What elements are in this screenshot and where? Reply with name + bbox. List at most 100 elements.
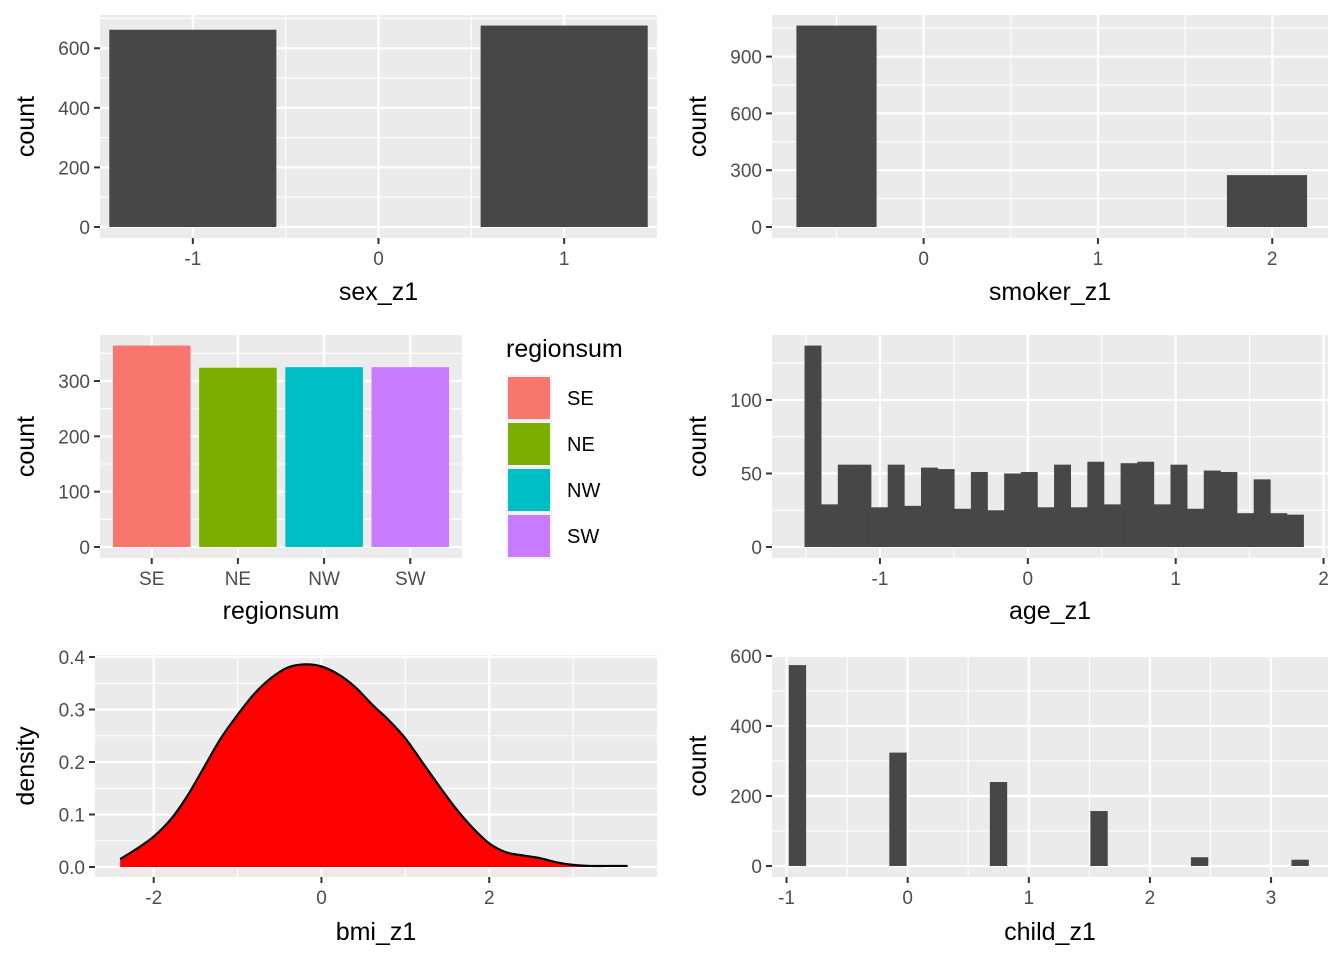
histogram-bar (1270, 513, 1288, 547)
histogram-bar (1170, 464, 1188, 547)
y-tick-label: 400 (58, 99, 90, 120)
y-tick-label: 100 (730, 391, 762, 412)
y-tick-label: 0.1 (59, 806, 85, 827)
x-tick-label: -2 (145, 888, 162, 909)
histogram-bar (887, 464, 905, 547)
y-tick-label: 100 (58, 483, 90, 504)
bar (109, 29, 277, 227)
histogram-bar (1054, 464, 1072, 547)
y-tick-label: 600 (58, 39, 90, 60)
x-tick-label: 0 (316, 888, 327, 909)
y-axis-title: count (684, 96, 712, 157)
histogram-bar (837, 464, 855, 547)
histogram-bar (1253, 479, 1271, 547)
y-tick-label: 0 (751, 538, 762, 559)
y-tick-label: 0.3 (59, 701, 85, 722)
y-axis-title: count (684, 735, 712, 796)
histogram-bar (1120, 463, 1138, 547)
panel-region: 0 100 200 300 SE NE NW SW regionsum count regionsu… (12, 335, 623, 625)
x-tick-label: NE (225, 569, 251, 590)
legend-key-nw (508, 469, 550, 511)
y-tick-label: 600 (730, 104, 762, 125)
histogram-bar (1237, 513, 1254, 547)
x-axis-title: sex_z1 (339, 278, 418, 306)
histogram-bar (937, 469, 955, 547)
panel-child: 0 200 400 600 -1 0 1 2 3 child_z1 count (684, 647, 1328, 946)
legend-label-se: SE (567, 388, 594, 410)
histogram-bar (821, 504, 839, 547)
y-tick-label: 300 (730, 161, 762, 182)
histogram-bar (1220, 472, 1238, 547)
y-tick-label: 0 (751, 857, 762, 878)
x-tick-label: NW (308, 569, 340, 590)
y-tick-label: 200 (730, 787, 762, 808)
histogram-bar (1037, 507, 1055, 547)
x-tick-label: SW (395, 569, 426, 590)
y-tick-label: 0.0 (59, 858, 85, 879)
legend-key-sw (508, 515, 550, 557)
histogram-bar (804, 345, 822, 547)
y-tick-label: 0 (79, 218, 90, 239)
density-curve (119, 663, 628, 868)
x-axis-title: bmi_z1 (336, 918, 417, 946)
x-tick-label: 3 (1266, 888, 1277, 909)
y-tick-label: 400 (730, 717, 762, 738)
y-tick-label: 0.4 (59, 648, 86, 669)
legend-key-se (508, 377, 550, 419)
bar-sw (371, 367, 450, 547)
legend-title: regionsum (506, 335, 623, 363)
histogram-bar (1203, 470, 1221, 547)
y-tick-label: 0 (79, 538, 90, 559)
y-tick-label: 50 (741, 464, 762, 485)
legend: regionsum SE NE NW SW (506, 335, 623, 559)
histogram-bar (1137, 461, 1155, 547)
y-tick-label: 200 (58, 427, 90, 448)
histogram-bar (854, 464, 872, 547)
x-tick-label: 2 (484, 888, 495, 909)
bar-se (112, 345, 191, 547)
histogram-bar (989, 782, 1008, 866)
bar (480, 25, 648, 228)
x-tick-label: 1 (1024, 888, 1035, 909)
legend-label-ne: NE (567, 434, 595, 456)
x-tick-label: -1 (871, 569, 888, 590)
histogram-bar (970, 472, 988, 547)
panel-bmi: 0.0 0.1 0.2 0.3 0.4 -2 0 2 bmi_z1 density (12, 648, 657, 946)
histogram-bar (1103, 504, 1121, 547)
y-axis-title: count (684, 416, 712, 477)
panel-age: 0 50 100 -1 0 1 2 age_z1 count (684, 335, 1329, 625)
plot-background (772, 655, 1328, 877)
x-tick-label: -1 (184, 249, 201, 270)
histogram-bar (889, 752, 907, 866)
x-tick-label: 1 (559, 249, 570, 270)
x-axis-title: regionsum (223, 597, 340, 625)
histogram-bar (1090, 811, 1108, 866)
histogram-bar (904, 505, 922, 547)
legend-label-sw: SW (567, 526, 599, 548)
histogram-bar (871, 507, 889, 547)
histogram-bar (1087, 461, 1105, 547)
bar (796, 25, 877, 228)
y-tick-label: 600 (730, 647, 762, 668)
y-axis-title: count (12, 96, 40, 157)
x-tick-label: 2 (1267, 249, 1278, 270)
x-tick-label: 1 (1093, 249, 1104, 270)
x-tick-label: 0 (902, 888, 913, 909)
x-tick-label: -1 (778, 888, 795, 909)
x-axis-title: smoker_z1 (989, 278, 1111, 306)
y-tick-label: 300 (58, 372, 90, 393)
histogram-bar (920, 467, 938, 547)
y-tick-label: 900 (730, 48, 762, 69)
x-tick-label: 1 (1170, 569, 1181, 590)
histogram-bar (1070, 507, 1088, 547)
histogram-bar (1020, 472, 1038, 547)
bar-nw (285, 367, 363, 547)
histogram-bar (1187, 508, 1205, 547)
histogram-bar (1286, 514, 1304, 547)
y-tick-label: 200 (58, 158, 90, 179)
histogram-bar (1291, 859, 1309, 866)
x-tick-label: 0 (918, 249, 929, 270)
x-tick-label: 2 (1318, 569, 1329, 590)
bar (1226, 175, 1308, 227)
